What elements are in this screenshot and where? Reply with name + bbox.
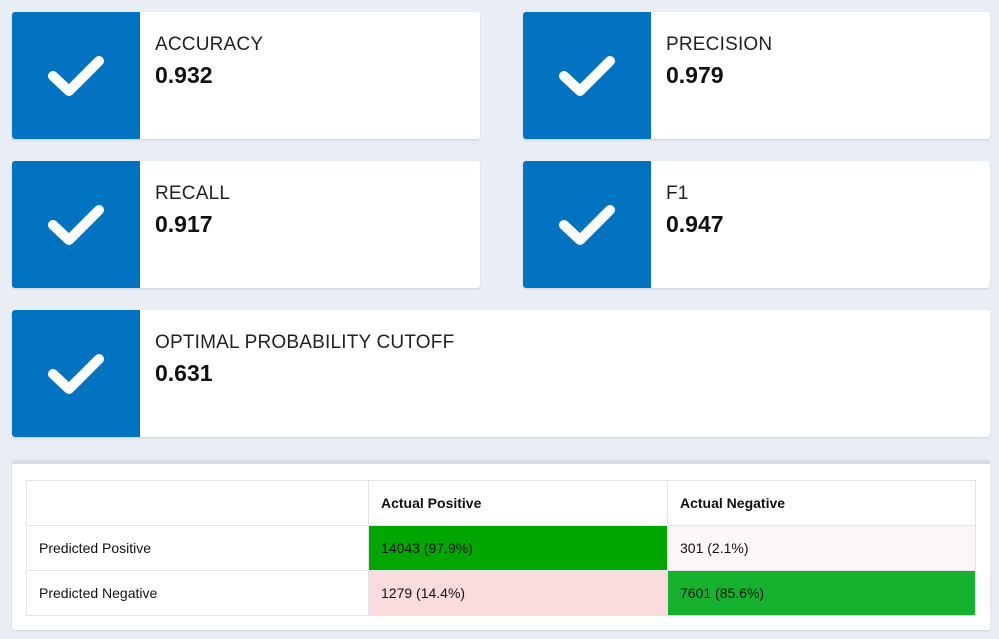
metric-value: 0.979: [666, 62, 724, 88]
metric-value: 0.631: [155, 360, 213, 386]
metric-value: 0.917: [155, 211, 213, 237]
checkmark-icon: [559, 204, 615, 245]
checkmark-icon: [48, 204, 104, 245]
metric-label: ACCURACY: [155, 34, 264, 55]
row-label-predicted-positive: Predicted Positive: [26, 525, 369, 571]
metric-value: 0.932: [155, 62, 213, 88]
checkmark-icon: [48, 353, 104, 394]
metric-icon-box: [12, 161, 140, 288]
cell-false-positive: 301 (2.1%): [667, 525, 976, 571]
metric-icon-box: [523, 12, 651, 139]
cell-false-negative: 1279 (14.4%): [368, 570, 668, 616]
metric-card-precision: PRECISION 0.979: [523, 12, 990, 139]
metric-icon-box: [12, 310, 140, 437]
table-row: Predicted Negative 1279 (14.4%) 7601 (85…: [26, 570, 976, 616]
checkmark-icon: [48, 55, 104, 96]
metric-label: RECALL: [155, 183, 231, 204]
table-header-actual-positive: Actual Positive: [368, 480, 668, 526]
checkmark-icon: [559, 55, 615, 96]
table-header-actual-negative: Actual Negative: [667, 480, 976, 526]
metric-label: F1: [666, 183, 689, 204]
metric-label: PRECISION: [666, 34, 773, 55]
metric-label: OPTIMAL PROBABILITY CUTOFF: [155, 332, 455, 353]
confusion-matrix-panel: Actual Positive Actual Negative Predicte…: [12, 460, 990, 630]
table-header-corner: [26, 480, 369, 526]
row-label-predicted-negative: Predicted Negative: [26, 570, 369, 616]
cell-true-positive: 14043 (97.9%): [368, 525, 668, 571]
metric-card-accuracy: ACCURACY 0.932: [12, 12, 480, 139]
metric-card-recall: RECALL 0.917: [12, 161, 480, 288]
cell-true-negative: 7601 (85.6%): [667, 570, 976, 616]
metric-icon-box: [523, 161, 651, 288]
metric-value: 0.947: [666, 211, 724, 237]
metric-card-optimal-cutoff: OPTIMAL PROBABILITY CUTOFF 0.631: [12, 310, 990, 437]
table-header-row: Actual Positive Actual Negative: [26, 480, 976, 526]
confusion-matrix-table: Actual Positive Actual Negative Predicte…: [26, 480, 976, 616]
table-row: Predicted Positive 14043 (97.9%) 301 (2.…: [26, 525, 976, 571]
metric-card-f1: F1 0.947: [523, 161, 990, 288]
metric-icon-box: [12, 12, 140, 139]
